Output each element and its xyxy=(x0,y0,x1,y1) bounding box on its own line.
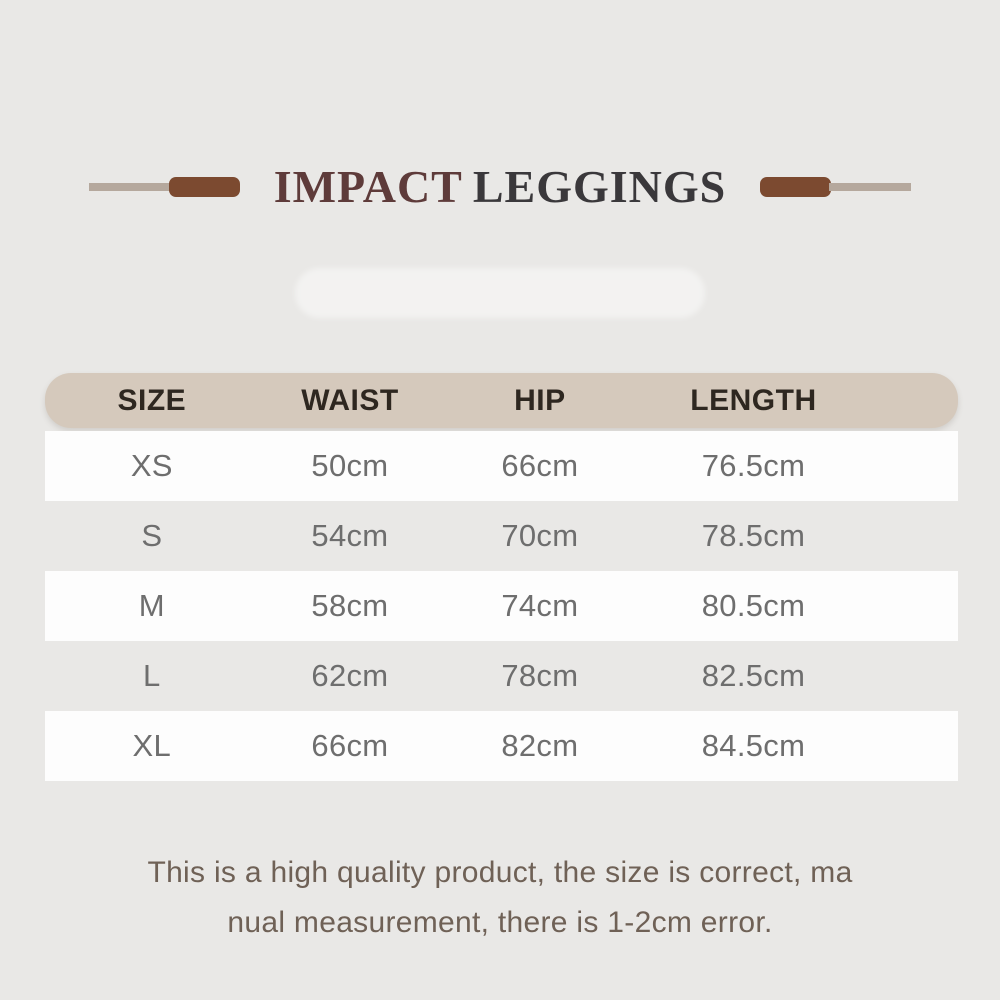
cell-size: XS xyxy=(130,448,173,483)
cell-hip: 70cm xyxy=(501,518,579,553)
cell-length: 84.5cm xyxy=(701,728,806,763)
cell-waist: 50cm xyxy=(311,448,389,483)
title-word-leggings: LEGGINGS xyxy=(472,161,727,212)
cell-waist: 58cm xyxy=(311,588,389,623)
page-title: IMPACT LEGGINGS xyxy=(274,163,727,211)
cell-length: 80.5cm xyxy=(701,588,806,623)
table-row-m: M 58cm 74cm 80.5cm xyxy=(45,571,958,641)
cell-length: 82.5cm xyxy=(701,658,806,693)
right-decor-line xyxy=(829,183,912,191)
table-row-xs: XS 50cm 66cm 76.5cm xyxy=(45,431,958,501)
faded-watermark-band xyxy=(295,268,705,318)
cell-waist: 62cm xyxy=(311,658,389,693)
cell-hip: 66cm xyxy=(501,448,579,483)
column-header-hip: HIP xyxy=(514,383,566,417)
table-row-s: S 54cm 70cm 78.5cm xyxy=(45,501,958,571)
cell-size: S xyxy=(141,518,163,553)
cell-hip: 82cm xyxy=(501,728,579,763)
left-decor-line xyxy=(88,183,171,191)
cell-size: XL xyxy=(132,728,172,763)
column-header-length: LENGTH xyxy=(690,383,817,417)
title-word-impact: IMPACT xyxy=(273,161,463,212)
left-decor-bar xyxy=(168,177,240,197)
cell-waist: 54cm xyxy=(311,518,389,553)
right-decor-bar xyxy=(760,177,832,197)
column-header-waist: WAIST xyxy=(301,383,399,417)
cell-hip: 74cm xyxy=(501,588,579,623)
size-table-header-row: SIZE WAIST HIP LENGTH xyxy=(45,373,958,428)
table-row-l: L 62cm 78cm 82.5cm xyxy=(45,641,958,711)
cell-length: 78.5cm xyxy=(701,518,806,553)
cell-length: 76.5cm xyxy=(701,448,806,483)
cell-size: M xyxy=(138,588,165,623)
cell-waist: 66cm xyxy=(311,728,389,763)
disclaimer-note: This is a high quality product, the size… xyxy=(0,848,1000,948)
title-banner: IMPACT LEGGINGS xyxy=(0,163,1000,211)
disclaimer-line-2: nual measurement, there is 1-2cm error. xyxy=(227,906,773,939)
column-header-size: SIZE xyxy=(117,383,187,417)
cell-size: L xyxy=(143,658,161,693)
size-table: SIZE WAIST HIP LENGTH XS 50cm 66cm 76.5c… xyxy=(45,373,958,781)
cell-hip: 78cm xyxy=(501,658,579,693)
disclaimer-line-1: This is a high quality product, the size… xyxy=(147,856,853,889)
table-row-xl: XL 66cm 82cm 84.5cm xyxy=(45,711,958,781)
